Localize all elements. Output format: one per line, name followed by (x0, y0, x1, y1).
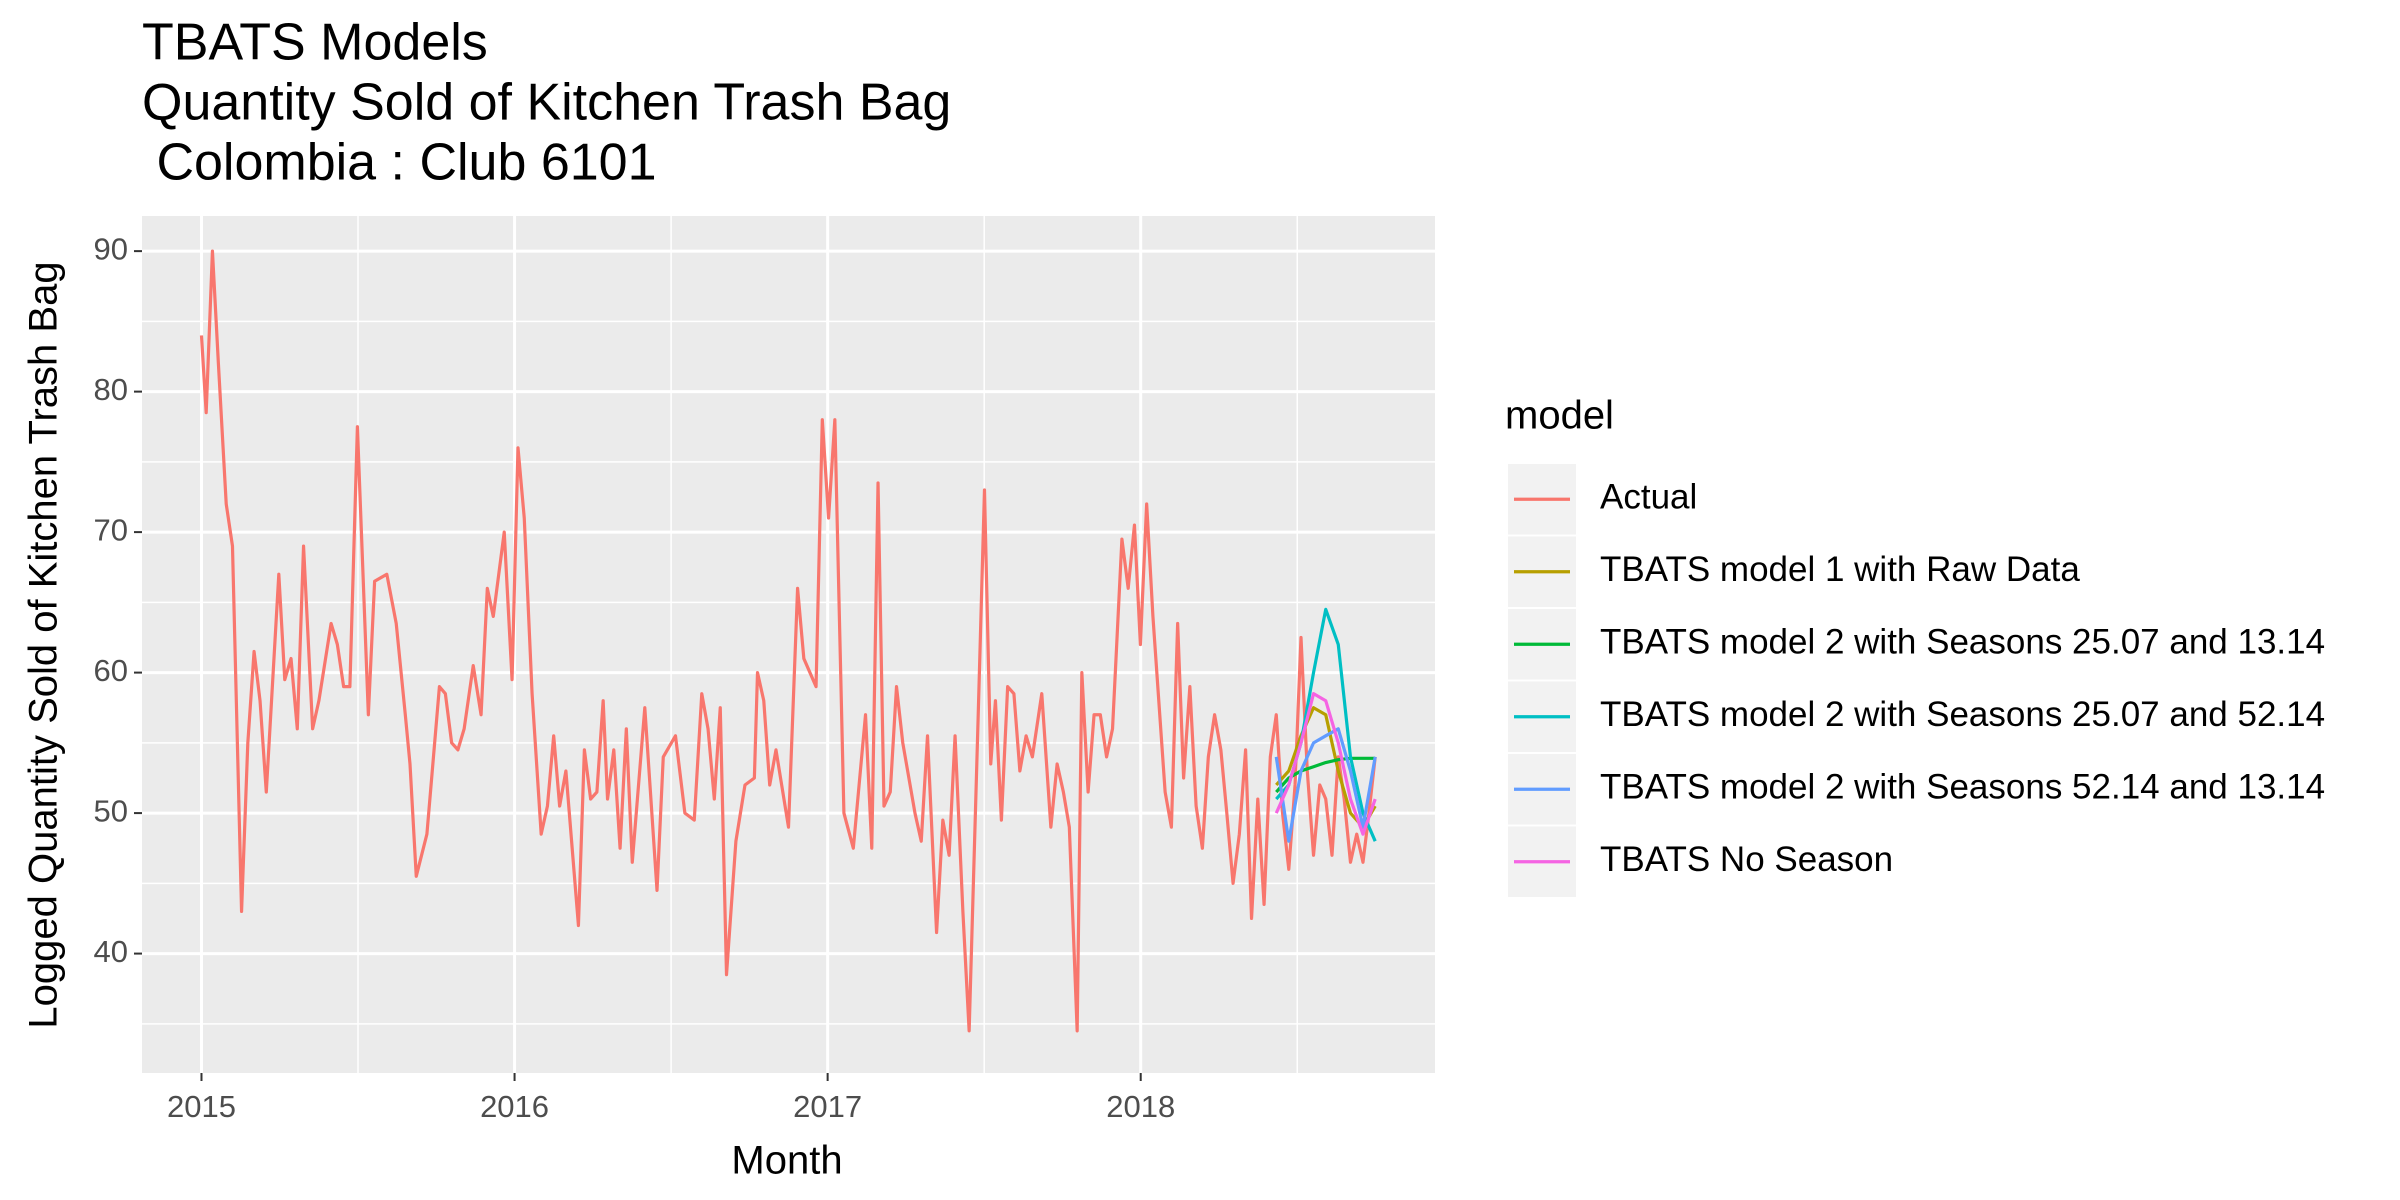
x-tick-label: 2015 (167, 1089, 236, 1124)
chart-title: Colombia : Club 6101 (142, 134, 657, 192)
legend-title: model (1505, 394, 1614, 438)
x-tick-label: 2016 (480, 1089, 549, 1124)
series-line (1274, 727, 1377, 843)
series-line (199, 249, 1377, 1033)
x-axis-title: Month (731, 1139, 842, 1183)
y-axis-title: Logged Quantity Sold of Kitchen Trash Ba… (22, 261, 66, 1028)
legend-label: TBATS model 2 with Seasons 52.14 and 13.… (1600, 768, 2325, 807)
legend-label: TBATS model 2 with Seasons 25.07 and 13.… (1600, 623, 2325, 662)
x-tick-label: 2018 (1106, 1089, 1175, 1124)
y-tick-label: 80 (94, 372, 128, 407)
y-tick-label: 90 (94, 231, 128, 266)
y-tick-label: 70 (94, 512, 128, 547)
legend-label: TBATS No Season (1600, 840, 1893, 879)
y-tick-label: 50 (94, 793, 128, 828)
legend-label: TBATS model 1 with Raw Data (1600, 550, 2080, 589)
y-tick-label: 60 (94, 653, 128, 688)
chart-title: TBATS Models (142, 14, 488, 72)
series-line (1274, 692, 1377, 836)
x-tick-label: 2017 (793, 1089, 862, 1124)
y-tick-label: 40 (94, 934, 128, 969)
chart-title: Quantity Sold of Kitchen Trash Bag (142, 74, 951, 132)
legend-label: TBATS model 2 with Seasons 25.07 and 52.… (1600, 695, 2325, 734)
legend-label: Actual (1600, 478, 1697, 517)
